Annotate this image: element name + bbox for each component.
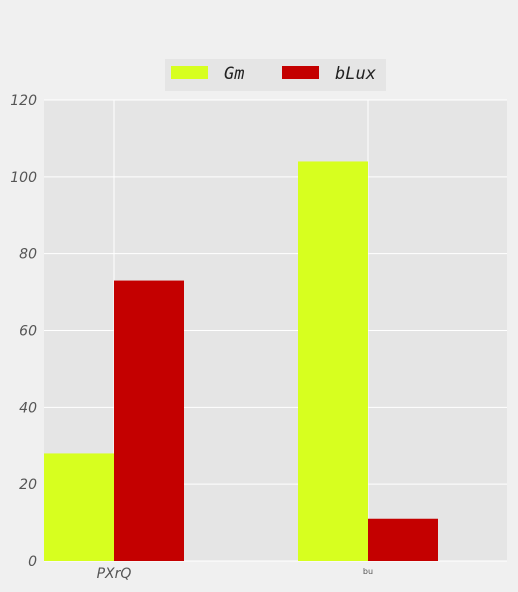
y-tick-label: 100 [10, 170, 37, 186]
bar-gm-pxrq [44, 453, 114, 561]
legend: Gm bLux [165, 59, 386, 91]
x-tick-label-pxrq: PXrQ [97, 566, 132, 582]
y-tick-label: 0 [28, 554, 37, 570]
y-tick-label: 80 [19, 247, 37, 263]
bar-blux-pxrq [114, 280, 184, 561]
y-tick-label: 40 [19, 400, 37, 416]
bars [44, 161, 438, 561]
legend-swatch-blux [282, 66, 319, 79]
y-tick-label: 20 [19, 477, 37, 493]
x-tick-label-bu: bu [363, 567, 373, 576]
legend-swatch-gm [171, 66, 208, 79]
legend-label-gm: Gm [224, 64, 244, 84]
y-axis-tick-labels: 0 20 40 60 80 100 120 [10, 93, 37, 570]
legend-label-blux: bLux [335, 64, 377, 84]
x-axis-tick-labels: PXrQ bu [97, 566, 373, 582]
bar-blux-bu [368, 518, 438, 561]
bar-gm-bu [298, 161, 368, 561]
y-tick-label: 60 [19, 324, 37, 340]
y-tick-label: 120 [10, 93, 37, 109]
